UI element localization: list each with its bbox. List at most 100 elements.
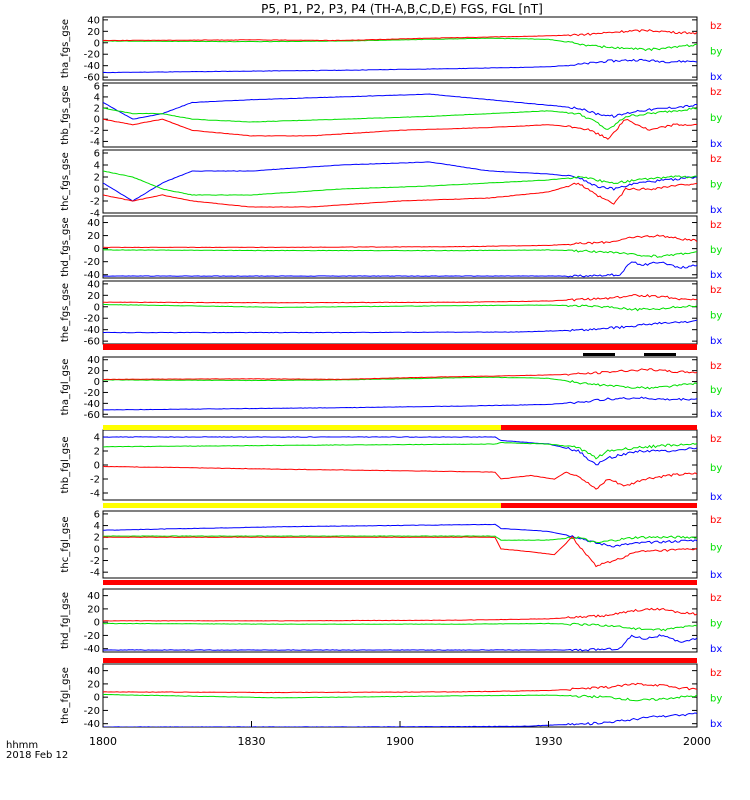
- legend-by: by: [710, 180, 722, 191]
- legend-bz: bz: [710, 515, 722, 526]
- panel-frame: [102, 510, 698, 579]
- panel-the_fgl_gse: 40 20 0 -20 -40 the_fgl_gse bz by bx: [60, 663, 722, 730]
- y-tick-label: -4: [90, 137, 100, 148]
- y-tick-label: 0: [94, 244, 100, 255]
- y-tick-label: -40: [84, 61, 100, 72]
- panel-frame: [102, 663, 698, 728]
- y-tick-label: 6: [94, 149, 100, 160]
- y-tick-label: -2: [90, 556, 100, 567]
- y-tick-label: -40: [84, 270, 100, 281]
- series-bz: [103, 29, 697, 42]
- series-bz: [103, 234, 697, 249]
- y-axis-label: the_fgl_gse: [60, 667, 71, 724]
- y-tick-label: -20: [84, 257, 100, 268]
- x-tick-label: 1930: [535, 735, 563, 748]
- series-bx: [103, 161, 697, 202]
- series-bz: [103, 118, 697, 140]
- y-tick-label: 2: [94, 447, 100, 458]
- legend-by: by: [710, 694, 722, 705]
- series-by: [103, 622, 697, 632]
- series-bx: [103, 396, 697, 411]
- legend-bx: bx: [710, 270, 722, 281]
- legend-bx: bx: [710, 570, 722, 581]
- series-bz: [103, 293, 697, 304]
- y-tick-label: 6: [94, 81, 100, 92]
- y-axis-label: thb_fgs_gse: [60, 85, 71, 144]
- y-tick-label: 40: [87, 591, 100, 602]
- y-tick-label: 2: [94, 533, 100, 544]
- y-axis-label: tha_fgs_gse: [60, 19, 71, 78]
- y-tick-label: 6: [94, 509, 100, 520]
- legend-bz: bz: [710, 434, 722, 445]
- series-bz: [103, 182, 697, 208]
- series-bz: [103, 465, 697, 490]
- panel-frame: [102, 356, 698, 418]
- y-tick-label: 0: [94, 461, 100, 472]
- y-tick-label: 20: [87, 231, 100, 242]
- time-axis: 1800 1830 1900 1930 2000: [89, 721, 711, 748]
- series-bx: [103, 436, 697, 466]
- y-tick-label: -20: [84, 706, 100, 717]
- y-tick-label: 2: [94, 104, 100, 115]
- x-tick-label: 1800: [89, 735, 117, 748]
- panel-frame: [102, 16, 698, 81]
- y-axis-label: thd_fgl_gse: [60, 592, 71, 649]
- legend-bx: bx: [710, 719, 722, 730]
- y-tick-label: -40: [84, 325, 100, 336]
- mode-bar-segment: [103, 344, 697, 350]
- series-by: [103, 535, 697, 544]
- panel-frame: [102, 215, 698, 279]
- legend-by: by: [710, 543, 722, 554]
- panel-frame: [102, 429, 698, 501]
- legend-bz: bz: [710, 220, 722, 231]
- y-tick-label: -20: [84, 314, 100, 325]
- series-bx: [103, 93, 697, 120]
- legend-bz: bz: [710, 21, 722, 32]
- y-axis-label: the_fgs_gse: [60, 283, 71, 342]
- y-tick-label: -20: [84, 631, 100, 642]
- y-tick-label: 40: [87, 279, 100, 290]
- y-tick-label: 40: [87, 666, 100, 677]
- mode-bar-segment: [500, 425, 697, 430]
- y-tick-label: -4: [90, 568, 100, 579]
- series-bx: [103, 523, 697, 548]
- y-tick-label: 40: [87, 218, 100, 229]
- y-tick-label: 4: [94, 433, 100, 444]
- legend-bx: bx: [710, 72, 722, 83]
- y-axis-label: thd_fgs_gse: [60, 217, 71, 276]
- y-tick-label: 0: [94, 115, 100, 126]
- series-bz: [103, 607, 697, 622]
- legend-by: by: [710, 113, 722, 124]
- legend-by: by: [710, 245, 722, 256]
- legend-by: by: [710, 385, 722, 396]
- series-by: [103, 442, 697, 460]
- y-tick-label: 20: [87, 366, 100, 377]
- legend-bx: bx: [710, 409, 722, 420]
- series-bx: [103, 58, 697, 74]
- y-tick-label: 0: [94, 693, 100, 704]
- y-tick-label: -20: [84, 388, 100, 399]
- data-gap-marker: [644, 353, 676, 356]
- mode-bar-segment: [103, 580, 697, 585]
- series-bx: [103, 319, 697, 334]
- y-tick-label: -40: [84, 719, 100, 730]
- y-tick-label: 4: [94, 92, 100, 103]
- time-label: hhmm: [6, 740, 38, 751]
- x-tick-label: 2000: [683, 735, 711, 748]
- panel-frame: [102, 82, 698, 148]
- y-tick-label: 20: [87, 291, 100, 302]
- legend-bz: bz: [710, 87, 722, 98]
- panel-thd_fgl_gse: 40 20 0 -20 -40 thd_fgl_gse bz by bx: [60, 588, 722, 655]
- series-bz: [103, 368, 697, 381]
- x-tick-label: 1830: [238, 735, 266, 748]
- legend-bx: bx: [710, 205, 722, 216]
- series-bz: [103, 535, 697, 568]
- panel-frame: [102, 149, 698, 214]
- legend-bx: bx: [710, 492, 722, 503]
- y-tick-label: 20: [87, 604, 100, 615]
- legend-by: by: [710, 47, 722, 58]
